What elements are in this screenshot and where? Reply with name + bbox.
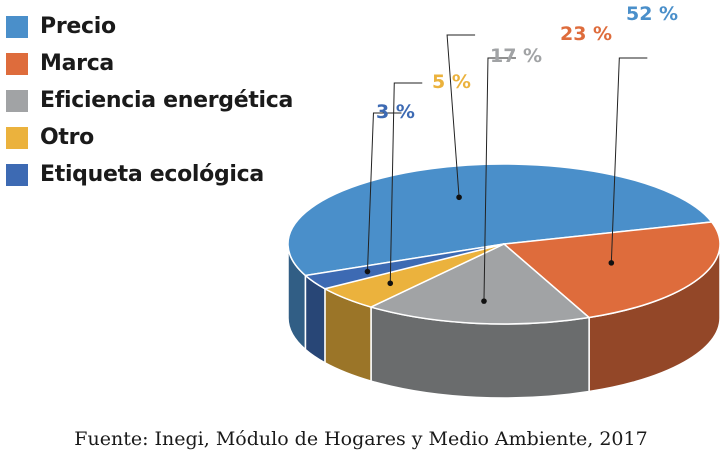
value-label-otro: 5 %: [432, 71, 471, 93]
value-label-eficiencia: 17 %: [490, 45, 542, 67]
leader-otro: [389, 82, 423, 284]
legend-item-otro: Otro: [6, 119, 293, 156]
leader-dot-etiqueta: [364, 268, 371, 275]
legend-label-eficiencia: Eficiencia energética: [40, 88, 294, 113]
legend-item-eficiencia: Eficiencia energética: [6, 82, 293, 119]
leader-precio: [446, 34, 476, 198]
legend-swatch-etiqueta: [6, 163, 28, 186]
pie-slice-eficiencia: [368, 243, 591, 325]
legend-label-otro: Otro: [40, 125, 94, 150]
pie-side-etiqueta: [304, 273, 326, 365]
leader-etiqueta: [366, 112, 402, 272]
leader-dot-otro: [387, 280, 394, 287]
pie-data-labels: 52 % 23 % 17 % 5 % 3 %: [376, 3, 678, 123]
leader-dot-marca: [608, 260, 615, 266]
value-label-etiqueta: 3 %: [376, 101, 415, 123]
pie-slice-etiqueta: [303, 243, 505, 290]
value-label-precio: 52 %: [626, 3, 678, 25]
legend-swatch-precio: [6, 15, 28, 38]
pie-side-walls: [287, 243, 721, 399]
leader-dot-eficiencia: [481, 298, 487, 304]
legend-label-etiqueta: Etiqueta ecológica: [40, 162, 264, 187]
leader-marca: [610, 57, 648, 263]
legend-swatch-marca: [6, 52, 28, 75]
leader-eficiencia: [483, 57, 516, 302]
pie-slice-precio: [287, 163, 714, 277]
pie-top-faces: [287, 163, 721, 325]
legend: Precio Marca Eficiencia energética Otro …: [6, 8, 293, 193]
legend-label-precio: Precio: [40, 14, 116, 39]
leader-dot-precio: [456, 194, 462, 201]
pie-slice-marca: [502, 221, 721, 319]
pie-leader-lines: [364, 34, 648, 304]
legend-label-marca: Marca: [40, 51, 114, 76]
value-label-marca: 23 %: [560, 23, 612, 45]
legend-item-etiqueta: Etiqueta ecológica: [6, 156, 293, 193]
source-note: Fuente: Inegi, Módulo de Hogares y Medio…: [74, 428, 648, 450]
legend-item-precio: Precio: [6, 8, 293, 45]
legend-item-marca: Marca: [6, 45, 293, 82]
legend-swatch-otro: [6, 126, 28, 149]
legend-swatch-eficiencia: [6, 89, 28, 112]
